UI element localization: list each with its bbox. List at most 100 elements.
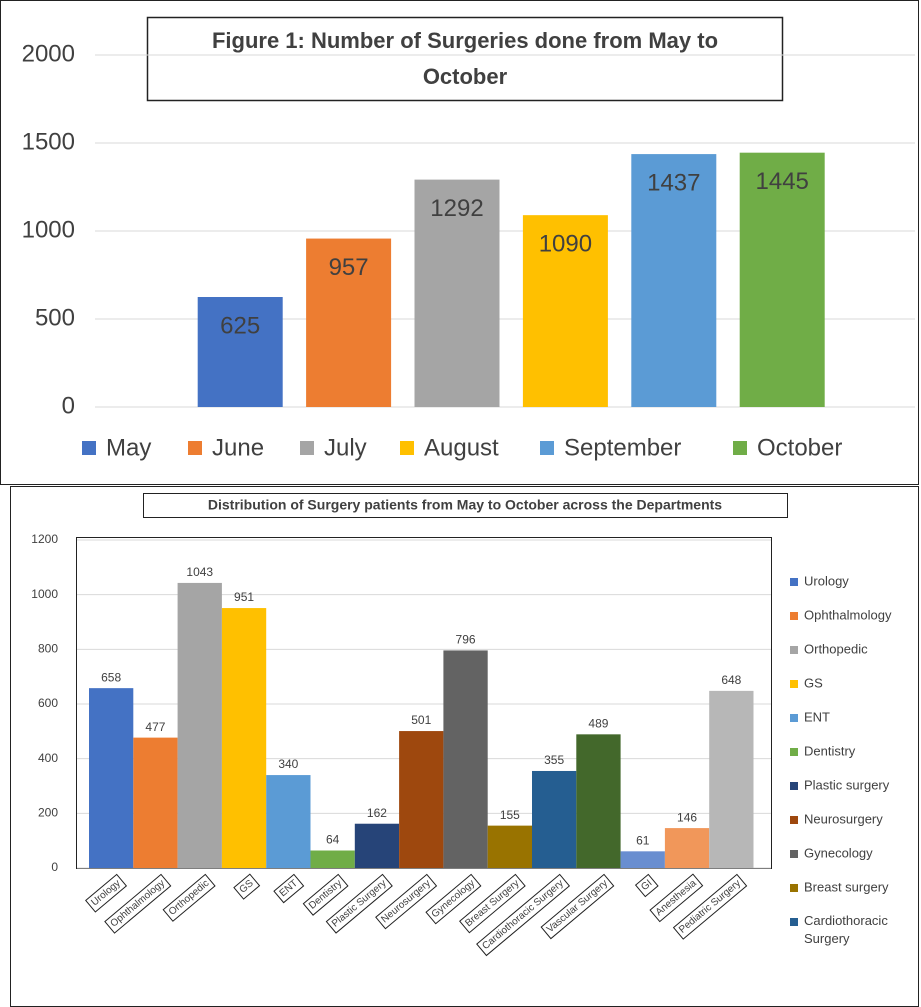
legend-label: GS	[804, 675, 823, 690]
legend-swatch	[82, 441, 96, 455]
legend-swatch	[540, 441, 554, 455]
legend-swatch	[790, 816, 798, 824]
x-tick-box	[672, 873, 748, 940]
x-tick: Urology	[85, 873, 128, 913]
data-label: 1445	[756, 168, 809, 195]
title-line: Figure 1: Number of Surgeries done from …	[212, 28, 718, 53]
data-label: 1437	[647, 169, 700, 196]
chart-title: Distribution of Surgery patients from Ma…	[208, 497, 722, 513]
x-tick-box	[375, 873, 438, 930]
legend-swatch	[733, 441, 747, 455]
bar	[631, 154, 717, 407]
legend-label: Dentistry	[804, 743, 856, 758]
y-tick-label: 400	[38, 751, 58, 765]
data-label: 501	[411, 713, 431, 727]
bar	[221, 608, 267, 868]
y-tick-label: 1200	[31, 532, 58, 546]
legend-label: Urology	[804, 573, 849, 588]
bar	[89, 688, 134, 868]
legend-label: Cardiothoracic Surgery	[804, 913, 888, 946]
top-frame	[0, 0, 919, 485]
data-label: 340	[278, 757, 298, 771]
data-label: 625	[220, 312, 260, 339]
legend-label: October	[757, 434, 842, 461]
data-label: 957	[329, 254, 369, 281]
y-tick-label: 1500	[22, 128, 75, 155]
legend-label: May	[106, 434, 151, 461]
bar	[522, 215, 608, 407]
x-tick-box	[104, 873, 172, 934]
bar	[414, 179, 500, 407]
data-label: 162	[367, 806, 387, 820]
y-tick-label: 800	[38, 642, 58, 656]
bar	[197, 297, 283, 407]
legend-swatch	[790, 680, 798, 688]
legend-label: Orthopedic	[804, 641, 868, 656]
legend-swatch	[790, 884, 798, 892]
x-tick-box	[302, 873, 349, 916]
data-label: 146	[677, 810, 697, 824]
legend-label: Neurosurgery	[804, 811, 883, 826]
chart-title: Figure 1: Number of Surgeries done from …	[212, 28, 718, 89]
data-label: 658	[101, 670, 121, 684]
bar	[739, 152, 825, 407]
legend-line: Surgery	[804, 931, 850, 946]
x-tick: ENT	[273, 873, 305, 904]
data-label: 355	[544, 753, 564, 767]
legend-swatch	[790, 646, 798, 654]
legend-swatch	[400, 441, 414, 455]
data-label: 155	[500, 808, 520, 822]
legend-label: June	[212, 434, 264, 461]
x-tick-box	[540, 873, 615, 940]
y-tick-label: 0	[62, 392, 75, 419]
title-box	[146, 16, 784, 102]
legend-swatch	[790, 578, 798, 586]
legend-label: Breast surgery	[804, 879, 889, 894]
bar	[399, 731, 444, 868]
legend-swatch	[790, 918, 798, 926]
data-label: 1292	[430, 195, 483, 222]
x-tick-label: Orthopedic	[167, 878, 212, 918]
bar	[133, 737, 178, 868]
x-tick-box	[459, 873, 526, 934]
x-tick-box	[649, 873, 704, 923]
y-tick-label: 1000	[31, 587, 58, 601]
x-tick: Orthopedic	[162, 873, 216, 922]
x-tick-box	[233, 873, 261, 900]
data-label: 61	[636, 833, 650, 847]
y-tick-label: 0	[51, 860, 58, 874]
x-tick-label: Dentistry	[307, 878, 344, 912]
bar	[354, 823, 400, 868]
legend-swatch	[300, 441, 314, 455]
y-tick-label: 600	[38, 696, 58, 710]
x-tick-label: Cardiothoracic Surgery	[480, 878, 565, 952]
bar	[620, 851, 665, 868]
bar	[487, 825, 532, 868]
x-tick: GS	[233, 873, 261, 900]
bar	[576, 734, 621, 868]
x-tick-box	[425, 873, 482, 925]
data-label: 1043	[186, 565, 213, 579]
y-tick-label: 1000	[22, 216, 75, 243]
bar	[664, 828, 710, 868]
bar	[443, 650, 488, 868]
data-label: 64	[326, 833, 340, 847]
legend-line: Cardiothoracic	[804, 913, 888, 928]
title-box	[143, 493, 788, 518]
legend-label: August	[424, 434, 499, 461]
legend-swatch	[790, 748, 798, 756]
legend-label: Gynecology	[804, 845, 873, 860]
y-tick-label: 2000	[22, 40, 75, 67]
legend-label: ENT	[804, 709, 830, 724]
data-label: 1090	[539, 231, 592, 258]
y-tick-label: 500	[35, 304, 75, 331]
x-tick-box	[85, 873, 128, 913]
x-tick-box	[162, 873, 216, 922]
x-tick-box	[325, 873, 393, 934]
legend-label: July	[324, 434, 367, 461]
legend-swatch	[188, 441, 202, 455]
legend-label: Ophthalmology	[804, 607, 892, 622]
bar	[306, 238, 392, 407]
legend-label: September	[564, 434, 681, 461]
